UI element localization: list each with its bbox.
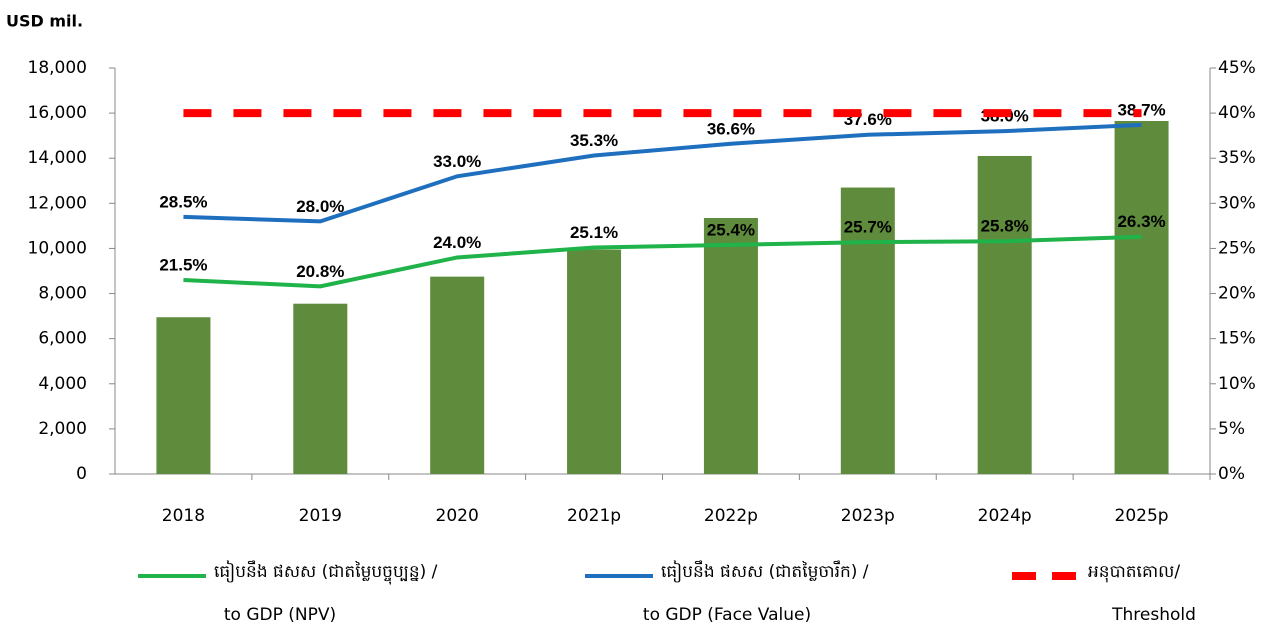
y2-tick-label: 30% [1218, 193, 1256, 213]
y2-tick-label: 45% [1218, 58, 1256, 78]
y2-tick-label: 15% [1218, 329, 1256, 349]
value-label: 36.6% [707, 119, 755, 138]
value-label: 25.1% [570, 223, 618, 242]
y2-tick-label: 25% [1218, 238, 1256, 258]
x-tick-label: 2023p [841, 506, 895, 526]
bar [1114, 121, 1169, 474]
bar [977, 155, 1032, 474]
y2-tick-label: 0% [1218, 464, 1245, 484]
y-tick-label: 18,000 [28, 58, 87, 78]
legend-label: to GDP (Face Value) [643, 605, 811, 625]
bar [430, 276, 485, 474]
y2-tick-label: 40% [1218, 103, 1256, 123]
bar [293, 303, 348, 474]
legend-label: Threshold [1111, 605, 1196, 625]
y-tick-label: 16,000 [28, 103, 87, 123]
bar [156, 317, 211, 474]
bar [840, 187, 895, 475]
x-tick-label: 2025p [1115, 506, 1169, 526]
x-tick-label: 2021p [567, 506, 621, 526]
y2-tick-label: 5% [1218, 419, 1245, 439]
value-label: 28.0% [296, 197, 344, 216]
y-tick-label: 4,000 [38, 374, 87, 394]
x-tick-label: 2018 [162, 506, 205, 526]
value-label: 35.3% [570, 131, 618, 150]
x-tick-label: 2019 [299, 506, 342, 526]
y-tick-label: 10,000 [28, 238, 87, 258]
value-label: 25.4% [707, 220, 755, 239]
value-label: 28.5% [159, 192, 207, 211]
legend-label: ធៀបនឹង ផសស (ជាតម្លៃចារឹក) / [661, 560, 869, 583]
x-tick-label: 2022p [704, 506, 758, 526]
y2-tick-label: 35% [1218, 148, 1256, 168]
bar [567, 249, 622, 474]
legend-label: ធៀបនឹង ផសស (ជាតម្លៃបច្ចុប្បន្ន) / [214, 560, 438, 585]
y-tick-label: 6,000 [38, 329, 87, 349]
y-tick-label: 12,000 [28, 193, 87, 213]
legend-label: to GDP (NPV) [224, 605, 336, 625]
value-label: 25.8% [981, 217, 1029, 236]
y-tick-label: 8,000 [38, 284, 87, 304]
value-label: 33.0% [433, 152, 481, 171]
bar [703, 217, 758, 474]
y-tick-label: 0 [76, 464, 87, 484]
y-tick-label: 14,000 [28, 148, 87, 168]
value-label: 20.8% [296, 262, 344, 281]
y2-tick-label: 20% [1218, 284, 1256, 304]
y-tick-label: 2,000 [38, 419, 87, 439]
value-label: 24.0% [433, 233, 481, 252]
value-label: 21.5% [159, 256, 207, 275]
x-tick-label: 2024p [978, 506, 1032, 526]
value-label: 25.7% [844, 218, 892, 237]
legend-label: អនុបាតគោល/ [1088, 562, 1180, 583]
value-label: 26.3% [1117, 212, 1165, 231]
line [183, 234, 1142, 289]
line [183, 122, 1142, 224]
y2-tick-label: 10% [1218, 374, 1256, 394]
x-tick-label: 2020 [436, 506, 479, 526]
y-axis-label: USD mil. [6, 12, 83, 31]
